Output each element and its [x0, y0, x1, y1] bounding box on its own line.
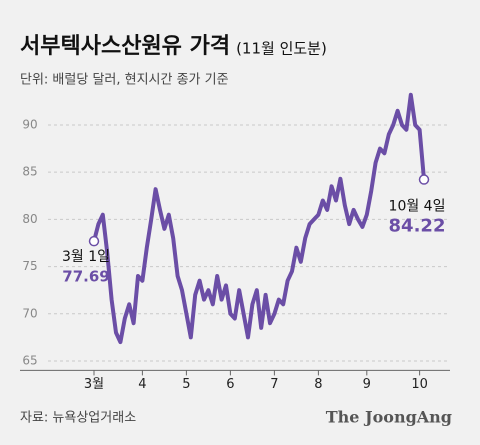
price-line	[92, 92, 426, 345]
x-tick-label: 6	[226, 377, 234, 392]
end-point	[88, 235, 100, 247]
source: 자료: 뉴욕상업거래소	[20, 411, 136, 426]
x-tick-label: 5	[182, 377, 190, 392]
y-tick-label: 90	[22, 117, 37, 131]
x-tick-label: 10	[411, 377, 428, 392]
title-note: (11월 인도분)	[236, 40, 327, 58]
value-label: 77.69	[62, 268, 109, 286]
x-tick-label: 4	[138, 377, 146, 392]
y-tick-label: 75	[22, 259, 37, 273]
annotation-date: 3월 1일	[62, 249, 110, 265]
x-tick-label: 3월	[84, 377, 104, 392]
x-tick-label: 7	[270, 377, 278, 392]
value-label: 84.22	[389, 216, 446, 237]
subtitle: 단위: 배럴당 달러, 현지시간 종가 기준	[20, 73, 229, 88]
chart-title: 서부텍사스산원유 가격	[20, 34, 230, 59]
annotation-date: 10월 4일	[389, 199, 446, 215]
end-point	[418, 174, 430, 185]
y-tick-label: 70	[22, 306, 37, 320]
x-tick-label: 8	[314, 377, 322, 392]
x-tick-label: 9	[363, 377, 371, 392]
y-tick-label: 85	[22, 165, 37, 179]
y-tick-label: 80	[22, 212, 37, 226]
brand: The JoongAng	[326, 408, 452, 427]
y-tick-label: 65	[22, 353, 37, 367]
